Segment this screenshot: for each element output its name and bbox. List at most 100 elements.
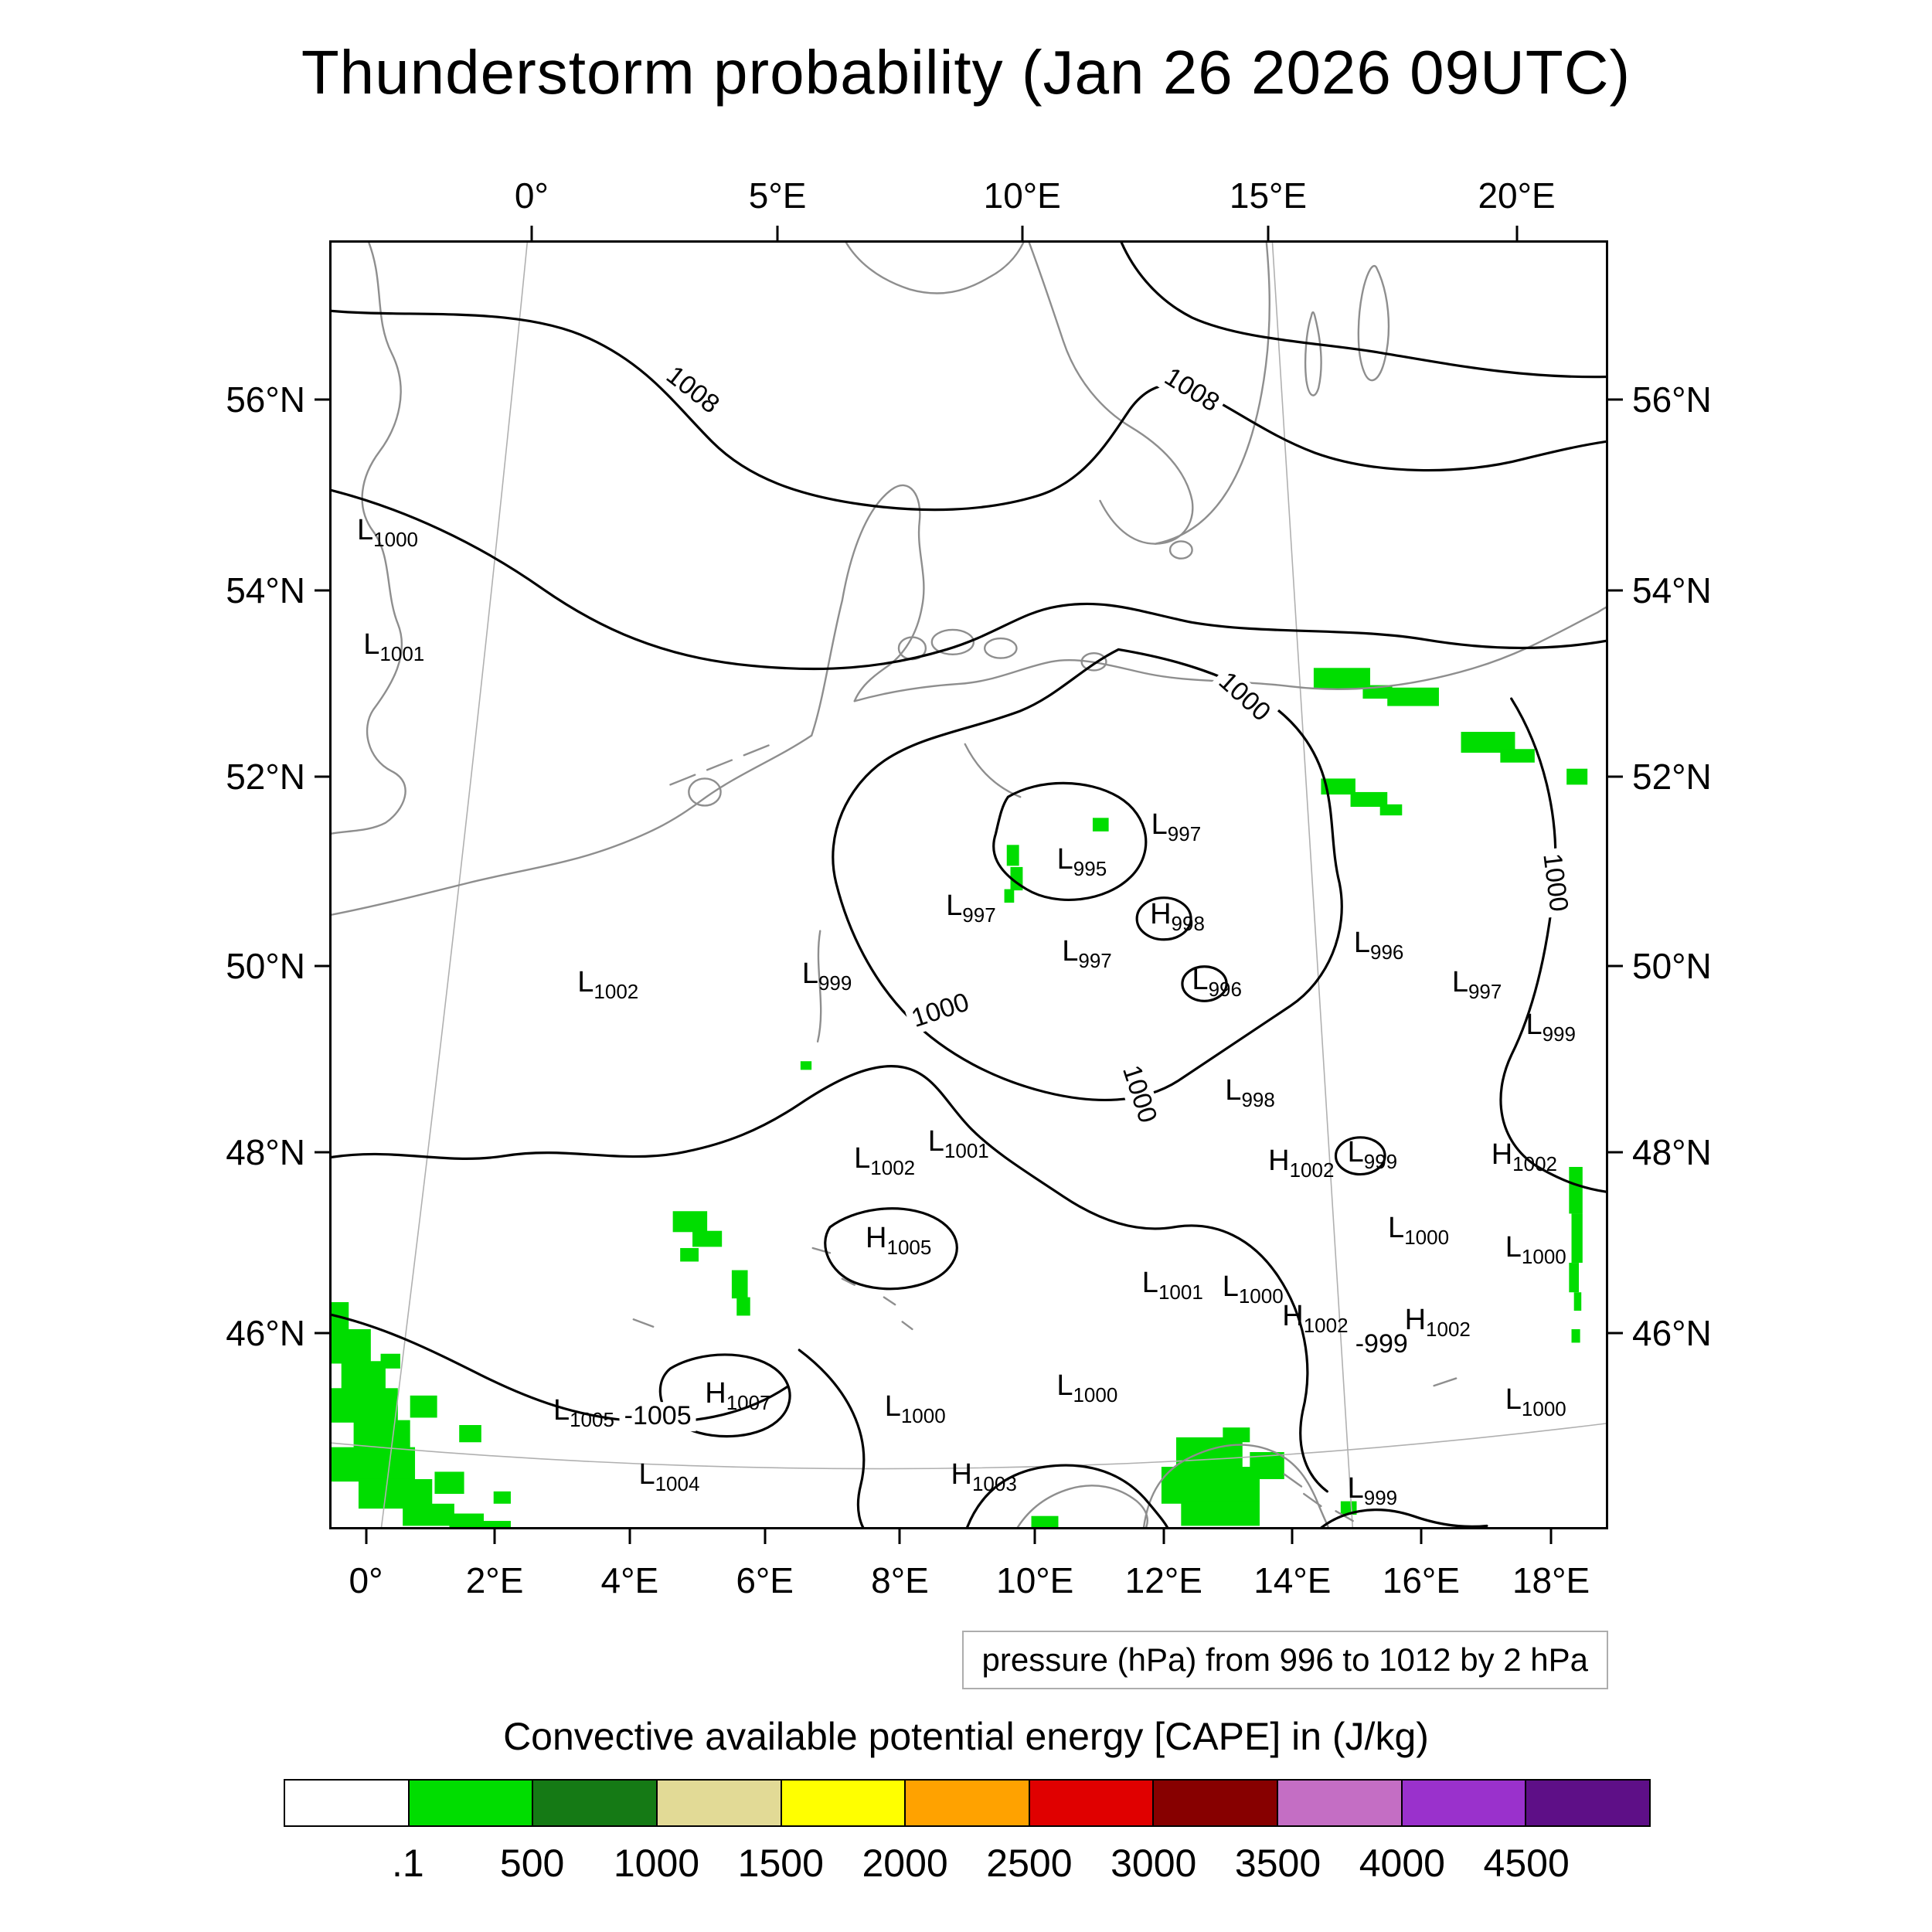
pressure-note: pressure (hPa) from 996 to 1012 by 2 hPa bbox=[961, 1631, 1608, 1689]
pressure-center-value: 1002 bbox=[870, 1155, 916, 1179]
axis-tick-top bbox=[1021, 226, 1024, 243]
cape-patch bbox=[332, 1388, 398, 1423]
cape-patch bbox=[680, 1247, 699, 1262]
axis-label-left: 52°N bbox=[226, 757, 305, 798]
pressure-center-letter: H bbox=[1268, 1145, 1290, 1178]
axis-tick-left bbox=[315, 775, 332, 778]
cape-patch bbox=[1387, 687, 1439, 706]
colorbar-label: 1000 bbox=[613, 1842, 700, 1885]
pressure-center-value: 1004 bbox=[655, 1471, 700, 1495]
cape-patch bbox=[1031, 1515, 1059, 1527]
pressure-center-h: H1002 bbox=[1492, 1140, 1557, 1174]
pressure-center-value: 997 bbox=[1078, 949, 1112, 973]
cape-patch bbox=[1571, 1328, 1580, 1343]
pressure-center-l: L997 bbox=[1151, 810, 1202, 844]
pressure-center-letter: L bbox=[363, 628, 380, 661]
axis-label-top: 10°E bbox=[983, 175, 1061, 216]
pressure-center-l: L1000 bbox=[1388, 1213, 1449, 1247]
cape-patch bbox=[1223, 1427, 1250, 1443]
cape-colorbar-labels: .1 500 1000 1500 2000 2500 3000 3500 4000 4500 bbox=[284, 1841, 1651, 1887]
pressure-center-letter: H bbox=[1150, 898, 1172, 931]
axis-label-left: 48°N bbox=[226, 1131, 305, 1172]
cape-patch bbox=[1321, 778, 1355, 795]
cape-patch bbox=[341, 1361, 386, 1391]
colorbar-label: 3000 bbox=[1111, 1842, 1197, 1885]
pressure-center-h: H1002 bbox=[1268, 1146, 1334, 1180]
pressure-center-letter: H bbox=[866, 1221, 887, 1254]
pressure-center-letter: L bbox=[1526, 1008, 1543, 1041]
colorbar-label: 2500 bbox=[986, 1842, 1073, 1885]
pressure-center-value: 996 bbox=[1208, 977, 1242, 1001]
contour-label: -999 bbox=[1350, 1330, 1413, 1359]
pressure-center-value: 996 bbox=[1369, 940, 1404, 964]
pressure-center-value: 1000 bbox=[373, 528, 419, 552]
pressure-center-value: 1000 bbox=[1238, 1284, 1284, 1308]
colorbar-label: 500 bbox=[499, 1842, 565, 1885]
pressure-contour-layer bbox=[332, 243, 1606, 1527]
pressure-center-letter: L bbox=[884, 1389, 901, 1423]
pressure-center-l: L1000 bbox=[1056, 1371, 1117, 1405]
pressure-center-letter: L bbox=[1141, 1267, 1158, 1300]
pressure-center-value: 1005 bbox=[886, 1235, 932, 1259]
cape-patch bbox=[1350, 791, 1388, 808]
axis-tick-bottom bbox=[628, 1527, 631, 1544]
pressure-center-letter: L bbox=[357, 514, 374, 547]
pressure-center-value: 997 bbox=[1167, 821, 1202, 845]
colorbar-label: 1500 bbox=[737, 1842, 824, 1885]
pressure-center-h: H1003 bbox=[951, 1460, 1017, 1494]
axis-tick-bottom bbox=[365, 1527, 368, 1544]
pressure-center-letter: L bbox=[1347, 1135, 1364, 1168]
pressure-center-letter: L bbox=[854, 1141, 871, 1175]
cape-patch bbox=[1573, 1292, 1582, 1311]
cape-patch bbox=[1004, 889, 1015, 903]
axis-label-bottom: 12°E bbox=[1124, 1560, 1202, 1600]
pressure-center-value: 1000 bbox=[1404, 1225, 1450, 1249]
cape-patch bbox=[731, 1270, 748, 1299]
pressure-center-value: 999 bbox=[1363, 1485, 1398, 1509]
pressure-center-l: L999 bbox=[1526, 1010, 1576, 1044]
cape-patch bbox=[692, 1230, 723, 1247]
colorbar-cell bbox=[1402, 1779, 1527, 1827]
pressure-center-letter: L bbox=[553, 1393, 570, 1427]
colorbar-label: .1 bbox=[391, 1842, 424, 1885]
axis-tick-right bbox=[1606, 1151, 1623, 1154]
pressure-center-l: L997 bbox=[946, 890, 996, 924]
cape-patch bbox=[1161, 1467, 1260, 1504]
cape-shading-layer bbox=[332, 668, 1588, 1527]
pressure-center-value: 1005 bbox=[570, 1407, 614, 1431]
cape-patch bbox=[1181, 1501, 1260, 1526]
cape-patch bbox=[1313, 668, 1370, 689]
pressure-center-value: 1001 bbox=[1158, 1281, 1203, 1304]
axis-label-right: 52°N bbox=[1632, 757, 1712, 798]
colorbar-cell bbox=[1029, 1779, 1155, 1827]
axis-label-bottom: 16°E bbox=[1382, 1560, 1461, 1600]
axis-label-bottom: 0° bbox=[349, 1560, 383, 1600]
axis-tick-right bbox=[1606, 775, 1623, 778]
cape-patch bbox=[493, 1491, 511, 1504]
pressure-center-value: 998 bbox=[1171, 912, 1205, 936]
axis-label-bottom: 2°E bbox=[465, 1560, 524, 1600]
cape-patch bbox=[459, 1424, 481, 1443]
pressure-center-value: 1000 bbox=[900, 1403, 946, 1427]
axis-label-left: 50°N bbox=[226, 945, 305, 986]
colorbar-label: 4000 bbox=[1359, 1842, 1445, 1885]
axis-label-top: 5°E bbox=[748, 175, 807, 216]
map-canvas bbox=[332, 243, 1606, 1527]
pressure-center-h: H1007 bbox=[705, 1379, 770, 1413]
cape-patch bbox=[1006, 845, 1019, 866]
axis-tick-left bbox=[315, 1151, 332, 1154]
colorbar-label: 2000 bbox=[862, 1842, 948, 1885]
pressure-center-value: 997 bbox=[962, 903, 996, 927]
axis-label-right: 50°N bbox=[1632, 945, 1712, 986]
colorbar-label: 4500 bbox=[1483, 1842, 1570, 1885]
cape-patch bbox=[332, 1328, 371, 1364]
pressure-center-letter: L bbox=[946, 889, 963, 922]
axis-tick-bottom bbox=[1420, 1527, 1423, 1544]
pressure-center-l: L1004 bbox=[638, 1460, 699, 1494]
colorbar-cell bbox=[284, 1779, 410, 1827]
pressure-center-letter: L bbox=[1505, 1230, 1522, 1264]
cape-patch bbox=[476, 1521, 511, 1527]
colorbar-cell bbox=[1278, 1779, 1403, 1827]
axis-label-right: 46°N bbox=[1632, 1313, 1712, 1354]
cape-patch bbox=[800, 1061, 812, 1070]
